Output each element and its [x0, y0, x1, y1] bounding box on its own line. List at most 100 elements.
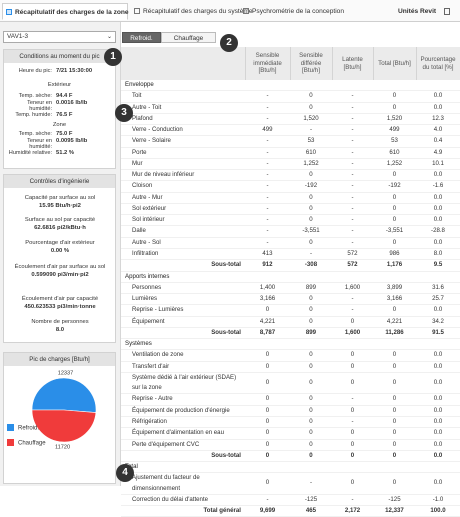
cell: 0	[290, 372, 332, 395]
header-cell: Sensible différée [Btu/h]	[290, 47, 333, 80]
mode-button[interactable]: Chauffage	[161, 32, 216, 43]
row-label: Équipement d'alimentation en eau	[121, 427, 245, 440]
cell: 3,166	[373, 293, 416, 306]
table-row: Sol extérieur -0-0 0.0	[121, 203, 460, 216]
row-label: Sous-total	[121, 450, 245, 463]
tab-label: Récapitulatif des charges de la zone	[15, 9, 129, 16]
row-label: Verre - Conduction	[121, 124, 245, 137]
mode-label: Chauffage	[173, 35, 204, 42]
cell: 1,600	[332, 327, 373, 340]
cell: -	[290, 472, 332, 495]
cell: 4.0	[416, 124, 460, 137]
cell: -	[245, 237, 290, 249]
header-cell: Latente [Btu/h]	[332, 47, 374, 80]
header-row: Sensible immédiate [Btu/h] Sensible diffé…	[121, 47, 460, 80]
cell: -	[332, 237, 373, 249]
cell: 499	[245, 124, 290, 137]
cell: 0.0	[416, 439, 460, 451]
cell: 465	[290, 505, 332, 517]
cell: 899	[290, 327, 332, 340]
cell: 3,899	[373, 282, 416, 295]
cell: 0	[290, 304, 332, 317]
legend-swatch	[7, 424, 14, 431]
tab[interactable]: Récapitulatif des charges de la zone	[2, 3, 129, 20]
zone-select[interactable]: VAV1-3 ⌄	[3, 31, 116, 43]
slice-label: 12337	[58, 371, 74, 377]
cell: 0.0	[416, 90, 460, 103]
units-icon	[444, 8, 450, 15]
cell: 4,221	[373, 316, 416, 328]
cell: 4,221	[245, 316, 290, 328]
table-row: Verre - Conduction 499- -499 4.0	[121, 124, 460, 137]
section-row: Apports internes	[121, 271, 460, 283]
cell: -	[332, 203, 373, 216]
cell: 0	[290, 393, 332, 406]
cell: 3,166	[245, 293, 290, 306]
row-label: Total général	[121, 505, 245, 517]
control-label: Nombre de personnes	[31, 319, 89, 325]
cell: 9.5	[416, 259, 460, 272]
cell: 0	[290, 427, 332, 440]
table-row: Dalle - -3,551- -3,551 -28.8	[121, 225, 460, 238]
table-row: Équipement d'alimentation en eau 0 0 0 0 0.0	[121, 427, 460, 440]
table-row: Personnes 1,400 899 1,600 3,899 31.6	[121, 282, 460, 295]
chevron: ⌄	[106, 34, 112, 40]
control-value: 8.0	[55, 327, 65, 333]
cell: 0	[373, 237, 416, 249]
row-label: Reprise - Lumières	[121, 304, 245, 317]
cell: 0	[290, 416, 332, 429]
tab[interactable]: Récapitulatif des charges du système	[131, 3, 253, 20]
cell: -	[245, 102, 290, 114]
units-button[interactable]: Unités Revit	[392, 3, 458, 20]
section-header: Contrôles d'ingénierie	[4, 175, 115, 188]
cell: 0	[373, 169, 416, 182]
cell: 0	[290, 361, 332, 373]
cell: -	[245, 225, 290, 238]
cell: -	[290, 124, 332, 137]
legend-label: Chauffage	[18, 441, 46, 447]
cell: 0	[290, 450, 332, 463]
slice-label: 11720	[55, 444, 70, 450]
badge: 1	[104, 48, 122, 66]
cell: -	[332, 494, 373, 507]
cell: 0	[373, 361, 416, 373]
zone-select-value: VAV1-3	[7, 33, 29, 40]
conditions-box: Conditions au moment du pic Heure du pic…	[3, 49, 116, 169]
row-label: Sous-total	[121, 259, 245, 272]
cell: 8.0	[416, 248, 460, 261]
badge: 2	[220, 34, 238, 52]
cell: 0	[290, 102, 332, 114]
row-label: Perte d'équipement CVC	[121, 439, 245, 451]
table-row: Perte d'équipement CVC 0 0 0 0 0.0	[121, 439, 460, 451]
cell: 0	[290, 90, 332, 103]
control-item: Pourcentage d'air extérieur 0.00 %	[10, 239, 110, 255]
row-label: Sol intérieur	[121, 214, 245, 227]
header-cell: Pourcentage du total [%]	[416, 47, 460, 80]
cell: 8,787	[245, 327, 290, 340]
row-label: Sol extérieur	[121, 203, 245, 216]
mode-label: Refroid.	[130, 35, 153, 42]
cell: 91.5	[416, 327, 460, 340]
tab[interactable]: Psychrométrie de la conception	[240, 3, 344, 20]
legend-swatch	[7, 439, 14, 446]
cell: 10.1	[416, 158, 460, 171]
row-label: Toit	[121, 90, 245, 103]
control-value: 0.599090 pi3/min·pi2	[31, 272, 89, 278]
cell: 12,337	[373, 505, 416, 517]
cell: 0	[245, 450, 290, 463]
table-row: Verre - Solaire -53-53 0.4	[121, 135, 460, 148]
cell: -1.6	[416, 180, 460, 193]
header-cell: Sensible immédiate [Btu/h]	[245, 47, 291, 80]
cell: -	[245, 203, 290, 216]
cell: 0	[245, 439, 290, 451]
cell: -	[245, 158, 290, 171]
cell: 0	[290, 237, 332, 249]
mode-button[interactable]: Refroid.	[122, 32, 161, 43]
units-label: Unités Revit	[398, 8, 437, 15]
cell: 0.0	[416, 393, 460, 406]
cell: -	[332, 393, 373, 406]
cell: 0	[373, 427, 416, 440]
cell: 0	[290, 316, 332, 328]
control-value: 15.95 Btu/h·pi2	[39, 203, 81, 209]
table-row: Infiltration 413-572 986 8.0	[121, 248, 460, 261]
